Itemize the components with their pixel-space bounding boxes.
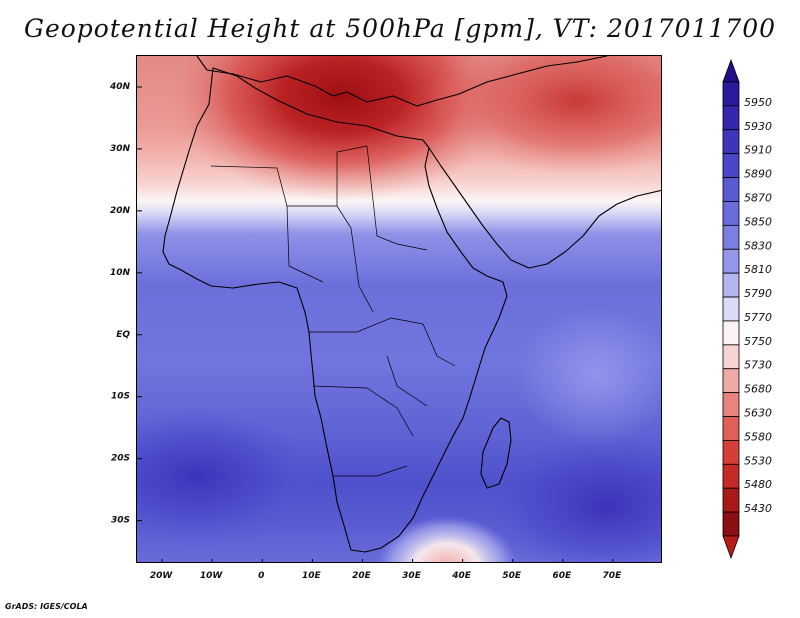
arabia-coastline <box>428 147 661 269</box>
colorbar-level-label: 5870 <box>744 191 772 204</box>
colorbar-level-label: 5810 <box>744 263 772 276</box>
colorbar-level-label: 5790 <box>744 287 772 300</box>
colorbar-level-label: 5680 <box>744 383 772 396</box>
credit-text: GrADS: IGES/COLA <box>5 602 88 611</box>
colorbar-min-arrow <box>722 535 740 560</box>
colorbar-swatch <box>722 440 740 465</box>
map-panel <box>136 55 662 563</box>
middle-east-trough <box>427 56 661 176</box>
europe-coastline <box>196 56 608 107</box>
indian-ocean-high <box>477 431 661 562</box>
colorbar-level-label: 5430 <box>744 502 772 515</box>
colorbar-level-label: 5580 <box>744 430 772 443</box>
colorbar-labels: 5950 5930 5910 5890 5870 5850 5830 5810 5790 5770… <box>744 96 772 515</box>
colorbar-swatch <box>722 416 740 441</box>
colorbar-swatch <box>722 487 740 513</box>
southern-trough <box>377 516 517 562</box>
colorbar-swatch <box>722 511 740 537</box>
colorbar-level-label: 5890 <box>744 168 772 181</box>
country-borders <box>210 145 456 477</box>
colorbar-level-label: 5480 <box>744 478 772 491</box>
colorbar-swatch <box>722 129 740 155</box>
colorbar-swatch <box>722 201 740 226</box>
colorbar-swatch <box>722 248 740 274</box>
africa-coastline <box>162 67 508 553</box>
colorbar-level-label: 5630 <box>744 407 772 420</box>
colorbar-level-label: 5950 <box>744 96 772 109</box>
south-atlantic-high <box>137 406 317 546</box>
colorbar-level-label: 5910 <box>744 144 772 157</box>
colorbar-swatch <box>722 368 740 394</box>
colorbar-swatch <box>722 463 740 489</box>
colorbar-swatch <box>722 224 740 250</box>
coastlines <box>162 56 661 553</box>
colorbar-swatch <box>722 105 740 131</box>
colorbar-swatch <box>722 296 740 322</box>
colorbar-swatch <box>722 344 740 370</box>
geopotential-height-map <box>137 56 661 562</box>
colorbar-swatch <box>722 320 740 346</box>
colorbar-level-label: 5930 <box>744 120 772 133</box>
madagascar-outline <box>480 417 512 489</box>
chart-title: Geopotential Height at 500hPa [gpm], VT:… <box>23 14 777 43</box>
colorbar-level-label: 5830 <box>744 239 772 252</box>
colorbar-level-label: 5530 <box>744 454 772 467</box>
colorbar-max-arrow <box>722 58 740 83</box>
colorbar-level-label: 5750 <box>744 335 772 348</box>
colorbar-swatch <box>722 272 740 298</box>
colorbar-swatch <box>722 392 740 417</box>
grid-ticks <box>137 86 614 562</box>
colorbar-level-label: 5730 <box>744 359 772 372</box>
colorbar-boxes <box>722 58 740 560</box>
colorbar-swatch <box>722 153 740 178</box>
colorbar-swatch <box>722 177 740 202</box>
colorbar-level-label: 5770 <box>744 311 772 324</box>
colorbar-swatch <box>722 81 740 107</box>
indian-ocean-lighter-band <box>517 306 661 446</box>
colorbar-level-label: 5850 <box>744 215 772 228</box>
